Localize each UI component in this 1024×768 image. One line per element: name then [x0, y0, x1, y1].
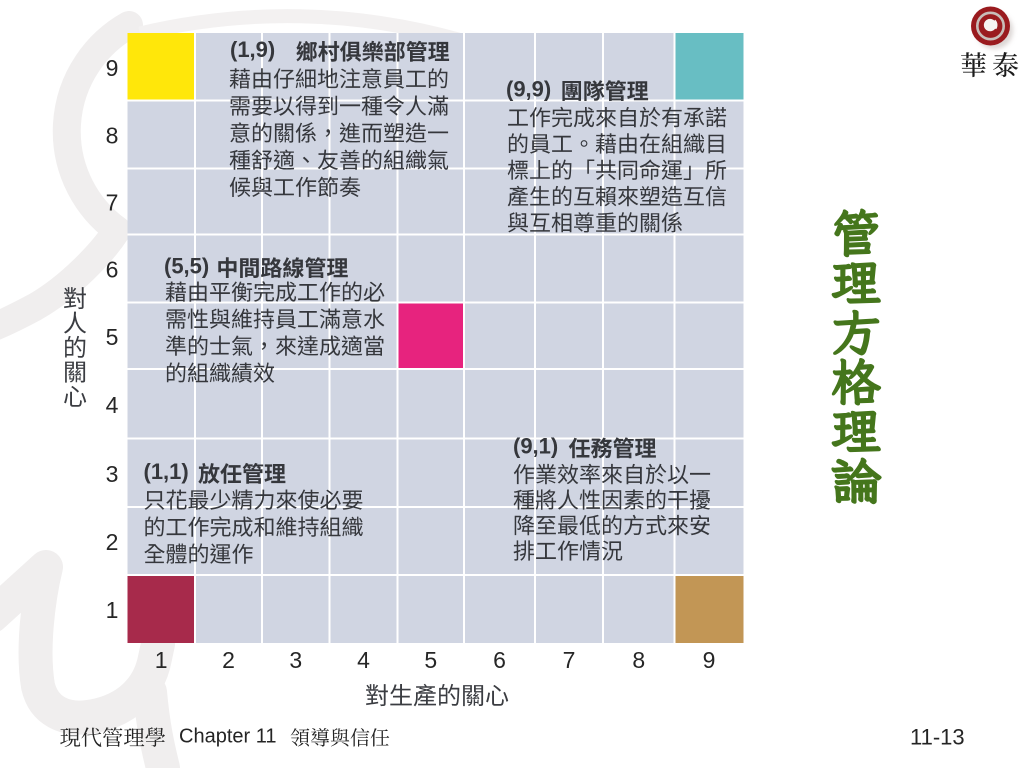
svg-text:5: 5	[106, 324, 119, 350]
svg-text:1: 1	[106, 597, 119, 623]
svg-text:(9,9): (9,9)	[506, 76, 551, 101]
svg-text:1: 1	[155, 647, 168, 673]
svg-text:2: 2	[222, 647, 235, 673]
svg-text:3: 3	[106, 461, 119, 487]
svg-text:6: 6	[106, 257, 119, 283]
svg-text:11-13: 11-13	[910, 725, 965, 750]
svg-text:3: 3	[289, 647, 302, 673]
svg-text:(1,9): (1,9)	[230, 37, 275, 62]
svg-text:Chapter 11: Chapter 11	[179, 725, 276, 747]
svg-text:2: 2	[106, 529, 119, 555]
svg-text:5: 5	[424, 647, 437, 673]
svg-text:7: 7	[106, 190, 119, 216]
svg-text:(9,1): (9,1)	[513, 434, 558, 459]
svg-text:9: 9	[106, 55, 119, 81]
svg-text:8: 8	[106, 123, 119, 149]
svg-text:4: 4	[106, 392, 119, 418]
svg-text:9: 9	[703, 647, 716, 673]
svg-text:8: 8	[632, 647, 645, 673]
svg-text:7: 7	[563, 647, 576, 673]
svg-text:(1,1): (1,1)	[144, 459, 189, 484]
svg-text:6: 6	[493, 647, 506, 673]
svg-text:(5,5): (5,5)	[164, 253, 209, 278]
svg-text:4: 4	[357, 647, 370, 673]
